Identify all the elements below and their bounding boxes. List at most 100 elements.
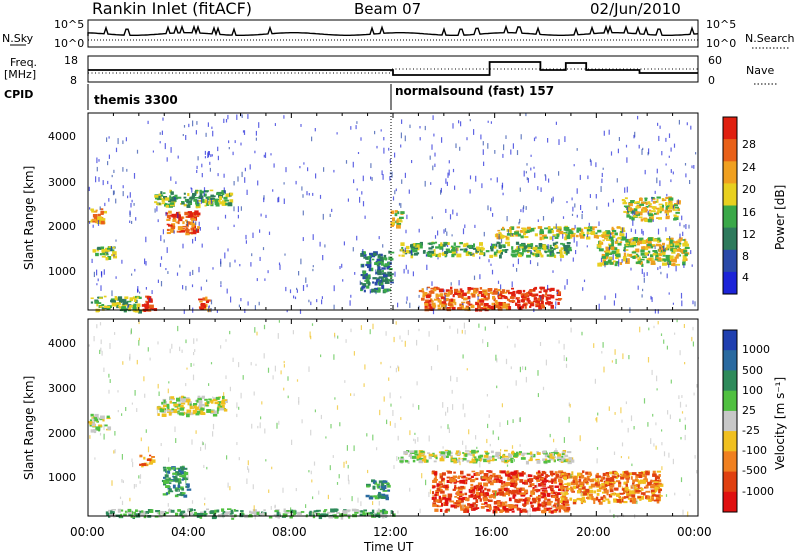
vel-cells-cell-7 xyxy=(623,501,628,504)
power-cells-cell-7 xyxy=(376,264,380,267)
power-cells-speck xyxy=(196,228,198,232)
power-cells-speck xyxy=(316,299,318,303)
vel-cells-speck xyxy=(232,357,234,363)
vel-cells-cell-7 xyxy=(564,501,569,504)
power-cells-cell-12 xyxy=(515,297,519,300)
vel-cells-speck xyxy=(259,422,261,429)
power-cells-speck xyxy=(668,292,670,295)
power-cells-cell-12 xyxy=(538,291,542,294)
power-cells-speck xyxy=(199,227,201,231)
vel-cells-speck xyxy=(278,320,280,323)
power-cells-cell-11 xyxy=(463,297,468,301)
power-cells-speck xyxy=(129,210,131,215)
power-cells-speck xyxy=(558,139,560,145)
vel-cells-speck xyxy=(226,455,228,460)
power-cells-cell-4 xyxy=(166,214,171,219)
power-cells-speck xyxy=(595,162,597,168)
vel-cells-cell-5 xyxy=(465,450,470,452)
vel-cells-cell-6 xyxy=(440,483,443,486)
vel-cells-cell-7 xyxy=(584,477,587,480)
vel-cells-cell-6 xyxy=(438,485,442,489)
power-cells-cell-12 xyxy=(556,289,560,293)
power-cells-speck xyxy=(156,206,158,212)
vel-cells-speck xyxy=(204,503,206,506)
vel-cells-cell-2 xyxy=(183,471,189,476)
power-cells-cell-7 xyxy=(363,256,366,259)
vel-cells-cell-6 xyxy=(441,472,446,476)
power-cells-speck xyxy=(472,252,474,255)
power-cells-cell-14 xyxy=(627,211,630,214)
vel-cells-cell-6 xyxy=(516,487,521,490)
vel-cells-speck xyxy=(501,403,503,408)
power-cells-cell-9 xyxy=(440,242,443,247)
power-cells-speck xyxy=(160,235,162,242)
power-cells-speck xyxy=(473,129,475,135)
power-cells-cell-0 xyxy=(133,298,137,302)
power-cells-speck xyxy=(678,119,680,125)
power-cells-speck xyxy=(497,291,499,296)
power-cells-cell-4 xyxy=(185,219,188,222)
power-cells-cell-9 xyxy=(401,247,404,250)
time-axis: 00:00 04:00 08:00 12:00 16:00 20:00 00:0… xyxy=(70,525,712,554)
power-cells-cell-11 xyxy=(503,302,506,307)
vel-cells-speck xyxy=(347,474,349,481)
velocity-panel: Slant Range [km] 1000 2000 3000 4000 xyxy=(22,318,699,520)
power-cells-cell-10 xyxy=(549,236,553,240)
vel-cells-speck xyxy=(663,339,665,344)
vel-cells-cell-1 xyxy=(177,403,181,407)
power-cells-cell-3 xyxy=(192,193,197,197)
power-cells-cell-4 xyxy=(178,211,181,216)
vel-cells-cell-8 xyxy=(123,513,127,516)
power-cells-cell-13 xyxy=(601,253,605,258)
vel-cells-cell-7 xyxy=(578,485,582,488)
power-cells-speck xyxy=(98,159,100,162)
vel-cells-cell-7 xyxy=(601,482,605,486)
vel-cells-cell-5 xyxy=(524,452,528,455)
vel-cells-cell-1 xyxy=(176,407,180,410)
power-cells-cell-12 xyxy=(532,294,538,297)
power-cells-speck xyxy=(369,256,371,262)
power-cells-cell-1 xyxy=(100,208,104,211)
vel-cells-speck xyxy=(529,513,531,517)
power-cells-cell-9 xyxy=(502,244,506,248)
vel-cells-cell-0 xyxy=(88,421,93,424)
vel-cells-cell-6 xyxy=(544,497,547,501)
vel-cells-cell-7 xyxy=(581,499,586,503)
power-cells-cell-10 xyxy=(525,229,530,232)
vel-cells-speck xyxy=(337,335,339,339)
vel-cells-speck xyxy=(256,331,258,336)
power-cells-speck xyxy=(299,309,302,314)
power-cells-speck xyxy=(104,202,106,207)
power-cells-cell-12 xyxy=(547,297,551,300)
vel-cells-speck xyxy=(655,422,657,426)
power-cells-cell-11 xyxy=(499,291,503,295)
power-cells-speck xyxy=(587,175,589,180)
power-cells-cell-11 xyxy=(441,301,447,304)
power-cells-cell-9 xyxy=(476,246,481,250)
vel-cells-speck xyxy=(202,442,204,446)
power-cells-cell-12 xyxy=(508,306,512,310)
vel-cells-cell-6 xyxy=(509,506,513,509)
vel-cells-cell-0 xyxy=(96,417,99,421)
power-cells-cell-14 xyxy=(656,196,661,199)
vel-cells-cell-6 xyxy=(554,497,560,502)
vel-cells-cell-7 xyxy=(617,474,620,478)
power-cells-cell-10 xyxy=(556,226,562,229)
power-cells-cell-13 xyxy=(635,261,641,264)
vel-cells-speck xyxy=(292,330,294,335)
power-cells-speck xyxy=(321,296,323,300)
vel-cells-speck xyxy=(494,491,497,497)
vel-cells-speck xyxy=(525,376,527,383)
vel-cells-speck xyxy=(131,402,133,405)
power-cells-cell-13 xyxy=(611,241,614,246)
power-cells-speck xyxy=(216,309,218,313)
vel-cells-cell-6 xyxy=(472,502,477,505)
vel-cells-cell-6 xyxy=(512,505,518,509)
vel-cells-cell-8 xyxy=(390,510,393,514)
vel-cells-cell-6 xyxy=(460,485,464,489)
vel-cells-cell-6 xyxy=(462,496,467,501)
power-cells-cell-9 xyxy=(523,248,527,251)
power-cells-cell-14 xyxy=(643,210,648,213)
vel-cells-speck xyxy=(625,401,627,405)
power-cells-speck xyxy=(670,147,672,152)
